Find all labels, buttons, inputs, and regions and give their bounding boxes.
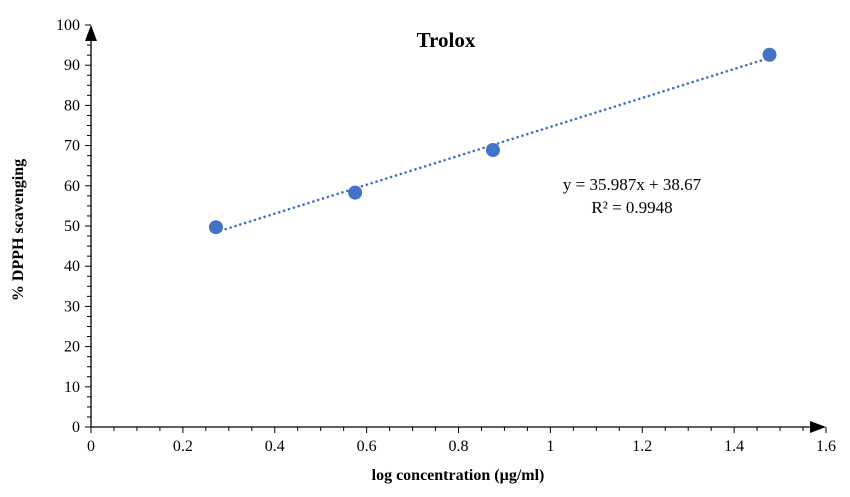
x-tick-label: 1 [546,438,554,455]
y-axis-title: % DPPH scavenging [10,159,27,301]
data-point [485,143,500,158]
x-tick-label: 0.6 [357,438,377,455]
data-points [208,47,777,235]
y-tick-label: 10 [64,379,80,396]
x-axis-title: log concentration (µg/ml) [372,467,545,484]
y-tick-label: 20 [64,339,80,356]
x-axis-arrowhead [810,421,826,433]
y-tick-label: 40 [64,258,80,275]
y-axis-ticks: 0 10 20 30 40 50 60 70 80 90 100 [56,17,91,436]
trendline-equation: y = 35.987x + 38.67 [563,175,702,194]
data-point [208,220,223,235]
x-tick-label: 0.2 [173,438,193,455]
y-tick-label: 50 [64,218,80,235]
chart-title: Trolox [417,28,476,52]
x-tick-label: 1.4 [724,438,744,455]
y-tick-label: 80 [64,97,80,114]
data-point [762,47,777,62]
axes [85,25,826,433]
y-tick-label: 70 [64,138,80,155]
x-tick-label: 1.2 [632,438,652,455]
y-tick-label: 30 [64,298,80,315]
x-tick-label: 1.6 [816,438,836,455]
trendline-r-squared: R² = 0.9948 [591,198,672,217]
x-tick-label: 0 [87,438,95,455]
x-tick-label: 0.4 [265,438,285,455]
y-tick-label: 60 [64,178,80,195]
data-point [348,185,363,200]
x-axis-ticks: 0 0.2 0.4 0.6 0.8 1 1.2 1.4 1.6 [87,427,836,455]
x-tick-label: 0.8 [449,438,469,455]
y-tick-label: 100 [56,17,80,34]
y-tick-label: 90 [64,57,80,74]
y-axis-arrowhead [85,25,97,41]
y-tick-label: 0 [72,419,80,436]
